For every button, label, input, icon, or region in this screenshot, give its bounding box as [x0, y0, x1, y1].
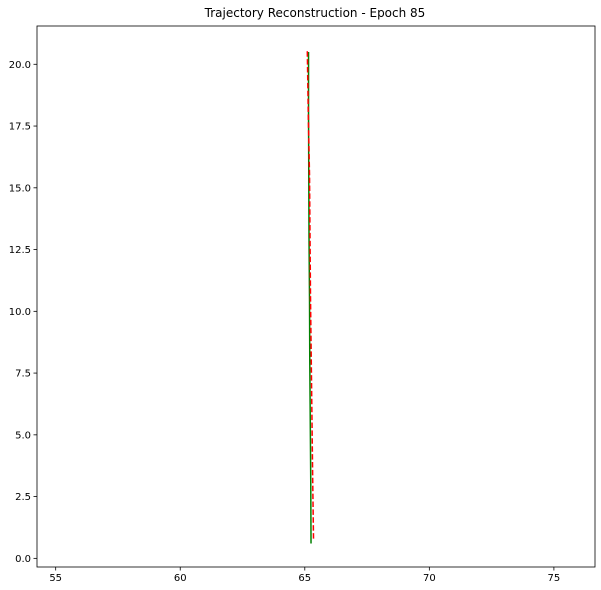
- x-tick-label: 65: [298, 573, 311, 584]
- x-tick-label: 60: [174, 573, 187, 584]
- y-tick-label: 2.5: [15, 492, 31, 503]
- y-tick-label: 10.0: [9, 307, 31, 318]
- x-tick-label: 70: [423, 573, 436, 584]
- y-axis-ticks: 0.0 2.5 5.0 7.5 10.0 12.5 15.0 17.5 20.0: [9, 60, 37, 565]
- y-tick-label: 17.5: [9, 122, 31, 133]
- x-tick-label: 75: [548, 573, 561, 584]
- y-tick-label: 7.5: [15, 369, 31, 380]
- y-tick-label: 15.0: [9, 183, 31, 194]
- x-axis-ticks: 55 60 65 70 75: [49, 567, 560, 584]
- x-tick-label: 55: [49, 573, 62, 584]
- y-tick-label: 0.0: [15, 554, 31, 565]
- series-line-2: [306, 49, 315, 539]
- y-tick-label: 5.0: [15, 430, 31, 441]
- y-tick-label: 12.5: [9, 245, 31, 256]
- y-tick-label: 20.0: [9, 60, 31, 71]
- plot-frame: [36, 25, 596, 568]
- chart-title: Trajectory Reconstruction - Epoch 85: [204, 6, 426, 20]
- series-layer: [306, 49, 315, 544]
